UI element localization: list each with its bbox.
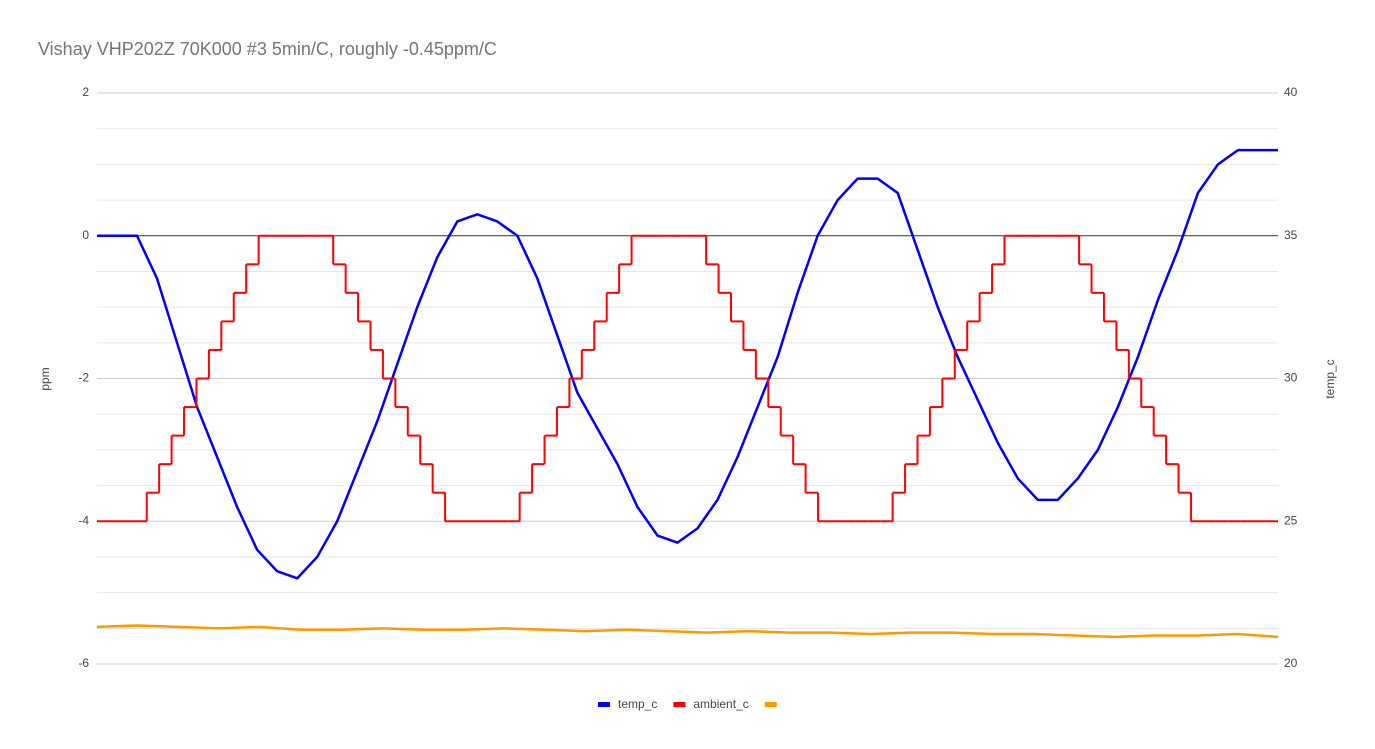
- y2-axis-title: temp_c: [1323, 359, 1337, 398]
- y-tick-label: 2: [82, 85, 89, 99]
- legend-swatch: [673, 702, 686, 707]
- y-tick-label: -2: [78, 371, 89, 385]
- series-line: [97, 148, 1278, 580]
- y2-tick-label: 30: [1284, 371, 1298, 385]
- legend-swatch: [598, 702, 610, 707]
- legend-label: ambient_c: [693, 697, 748, 711]
- y2-tick-label: 35: [1284, 228, 1298, 242]
- y2-tick-label: 40: [1284, 85, 1298, 99]
- chart-title: Vishay VHP202Z 70K000 #3 5min/C, roughly…: [38, 39, 497, 59]
- y-axis-title: ppm: [38, 367, 52, 390]
- legend-swatch: [764, 702, 777, 707]
- y-tick-label: -4: [78, 513, 89, 527]
- series-line: [96, 624, 1279, 639]
- y-tick-label: -6: [78, 656, 89, 670]
- y-tick-label: 0: [82, 228, 89, 242]
- legend-label: temp_c: [618, 697, 657, 711]
- y2-tick-label: 25: [1284, 513, 1298, 527]
- y2-tick-label: 20: [1284, 656, 1298, 670]
